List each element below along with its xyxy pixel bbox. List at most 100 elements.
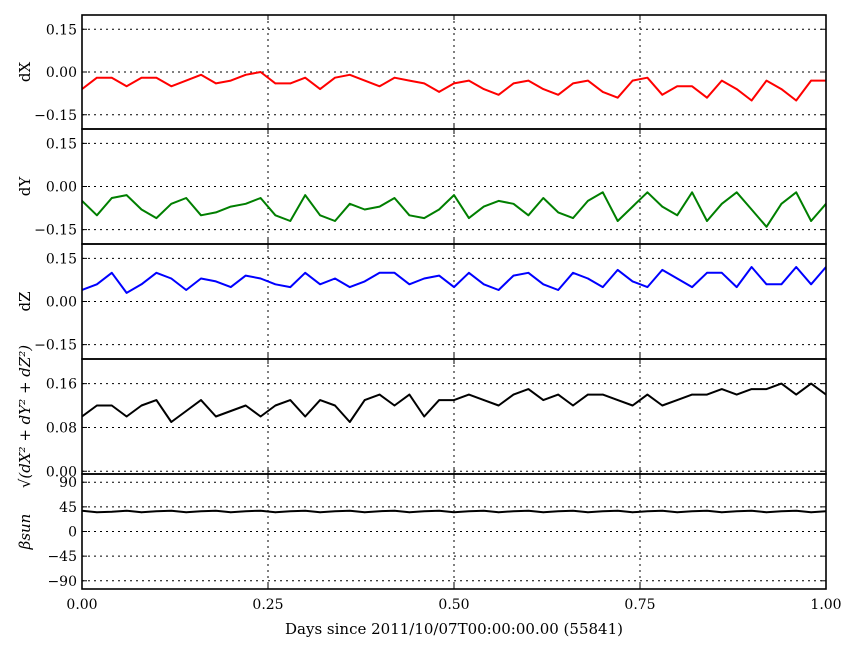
data-point	[497, 511, 500, 514]
data-point	[170, 202, 173, 205]
data-point	[244, 202, 247, 205]
data-point	[721, 202, 723, 205]
data-point	[349, 286, 351, 288]
data-point	[170, 85, 173, 88]
data-point	[765, 79, 768, 82]
data-point	[691, 191, 693, 194]
data-point	[616, 269, 619, 271]
data-point	[691, 510, 693, 513]
data-point	[527, 79, 530, 82]
data-point	[810, 79, 812, 82]
data-point	[215, 509, 217, 512]
data-point	[289, 82, 292, 85]
data-point	[453, 194, 455, 196]
data-point	[631, 280, 634, 283]
data-point	[349, 421, 351, 423]
data-point	[140, 511, 143, 514]
y-tick-label: −0.15	[34, 223, 77, 239]
y-tick-label: 0.00	[46, 464, 77, 480]
data-point	[512, 274, 515, 277]
data-point	[453, 82, 455, 85]
data-point	[408, 214, 411, 217]
data-point	[230, 205, 232, 208]
data-point	[289, 399, 292, 401]
data-point	[125, 292, 128, 294]
data-point	[646, 76, 649, 79]
data-point	[527, 271, 530, 274]
data-point	[304, 271, 307, 274]
y-tick-label: 45	[59, 500, 77, 516]
data-point	[572, 217, 574, 219]
data-point	[468, 510, 470, 513]
y-axis-label: √(dX² + dY² + dZ²)	[16, 345, 34, 488]
y-tick-label: −0.15	[34, 108, 77, 124]
data-point	[497, 289, 500, 291]
data-point	[468, 271, 470, 274]
data-point	[602, 91, 604, 93]
data-point	[527, 214, 530, 217]
data-point	[572, 82, 574, 85]
data-point	[557, 393, 559, 396]
data-point	[750, 208, 753, 211]
data-point	[780, 283, 783, 286]
data-point	[334, 220, 336, 222]
data-point	[230, 79, 232, 82]
y-tick-label: 0.08	[46, 420, 77, 436]
data-point	[482, 399, 485, 401]
data-point	[259, 415, 262, 418]
data-point	[512, 82, 515, 85]
data-point	[423, 277, 426, 280]
data-point	[393, 509, 396, 512]
y-tick-label: 0.16	[46, 377, 77, 393]
data-point	[200, 214, 202, 217]
data-point	[780, 88, 783, 90]
data-point	[378, 85, 381, 88]
data-point	[453, 511, 455, 514]
data-point	[557, 510, 559, 513]
data-point	[795, 99, 798, 102]
data-point	[512, 202, 515, 205]
data-point	[438, 399, 440, 401]
data-point	[497, 94, 500, 96]
y-tick-label: −90	[47, 574, 77, 590]
data-point	[542, 283, 545, 286]
data-point	[438, 91, 440, 93]
x-axis-label: Days since 2011/10/07T00:00:00.00 (55841…	[285, 620, 623, 638]
data-point	[542, 197, 545, 199]
data-point	[646, 191, 649, 194]
data-point	[780, 382, 783, 385]
data-point	[349, 202, 351, 205]
data-point	[319, 283, 321, 286]
y-tick-label: 0.00	[46, 180, 77, 196]
data-point	[170, 509, 173, 512]
data-point	[706, 271, 708, 274]
data-point	[274, 82, 277, 85]
data-point	[691, 393, 693, 396]
data-point	[721, 271, 723, 274]
x-tick-label: 0.75	[624, 597, 655, 613]
data-point	[676, 214, 678, 217]
data-point	[631, 511, 634, 514]
data-point	[96, 283, 98, 286]
y-tick-label: −45	[47, 549, 77, 565]
data-point	[557, 94, 559, 96]
data-point	[735, 510, 738, 513]
data-point	[244, 510, 247, 513]
data-point	[453, 399, 455, 401]
data-point	[289, 510, 292, 513]
data-point	[230, 511, 232, 514]
data-point	[631, 79, 634, 82]
data-point	[438, 208, 440, 211]
data-point	[215, 280, 217, 283]
data-point	[408, 283, 411, 286]
x-tick-label: 0.25	[252, 597, 283, 613]
data-point	[125, 85, 128, 88]
data-point	[289, 220, 292, 222]
data-point	[96, 404, 98, 407]
data-point	[408, 511, 411, 514]
data-point	[230, 286, 232, 288]
data-point	[542, 88, 545, 90]
data-point	[334, 510, 336, 513]
data-point	[750, 388, 753, 390]
